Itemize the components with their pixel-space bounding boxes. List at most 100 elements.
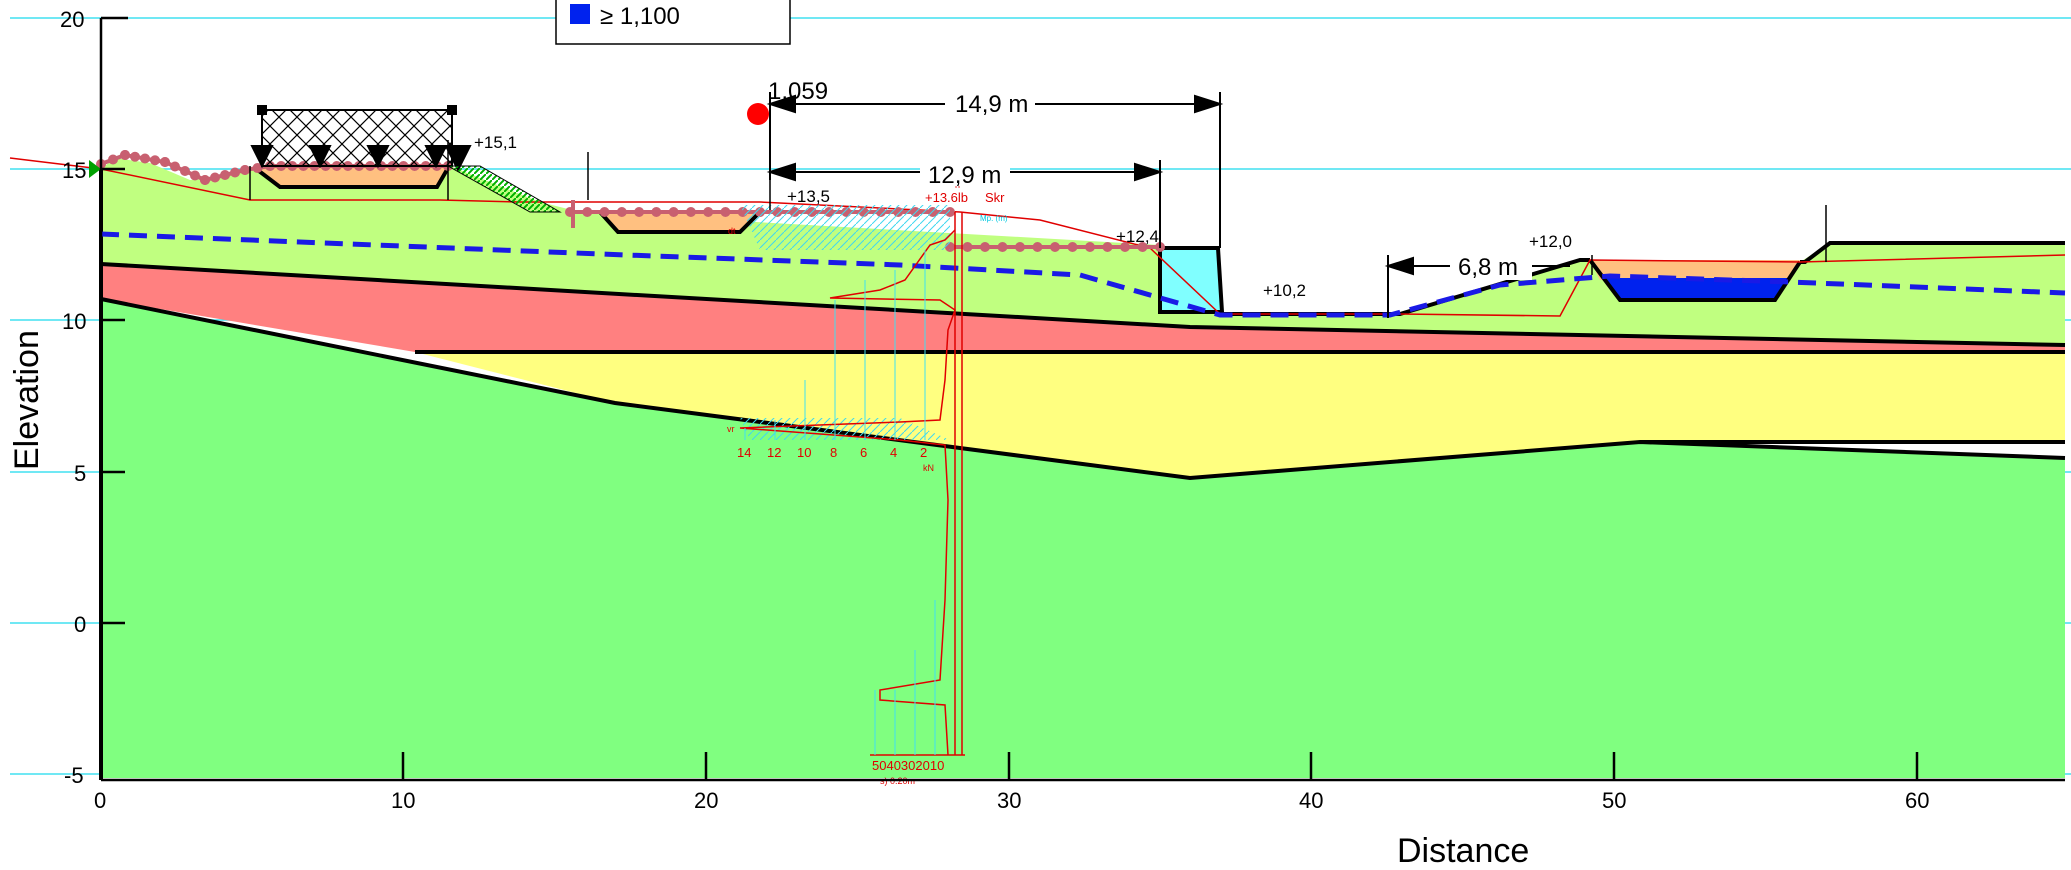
soil-region-fill-orange — [255, 166, 448, 187]
x-tick-20: 20 — [694, 788, 718, 813]
cpt-grid-lines — [744, 250, 936, 755]
cpt-mid-label: dt — [728, 226, 736, 236]
cpt-left-label: vr — [727, 424, 735, 434]
slip-bead — [240, 165, 250, 175]
axes — [99, 16, 2065, 782]
slip-bead — [180, 166, 190, 176]
slip-bead — [1137, 242, 1148, 252]
slip-bead — [190, 170, 200, 181]
cpt-scale-12: 12 — [767, 445, 781, 460]
slip-centre-point — [747, 103, 769, 125]
x-tick-labels: 0 10 20 30 40 50 60 — [94, 788, 1929, 813]
surcharge-load-arrows — [250, 105, 472, 173]
elev-10-2: +10,2 — [1263, 281, 1306, 300]
x-tick-10: 10 — [391, 788, 415, 813]
y-tick-10: 10 — [62, 309, 86, 334]
legend: ≥ 1,100 — [555, 0, 791, 45]
elev-12-0: +12,0 — [1529, 232, 1572, 251]
slip-bead — [140, 153, 150, 164]
dim-6-8: 6,8 m — [1458, 254, 1518, 281]
x-tick-40: 40 — [1299, 788, 1323, 813]
cpt-zone-hatch — [740, 205, 950, 250]
slip-bead — [200, 175, 210, 185]
slip-bead — [170, 161, 180, 172]
x-tick-60: 60 — [1905, 788, 1929, 813]
x-tick-50: 50 — [1602, 788, 1626, 813]
cpt-head-label: +13.6lb — [925, 190, 968, 205]
y-tick-20: 20 — [60, 7, 84, 32]
y-tick-m5: -5 — [64, 763, 84, 788]
y-tick-labels: 20 15 10 5 0 -5 — [60, 7, 86, 788]
legend-label: ≥ 1,100 — [600, 3, 680, 30]
slip-bead — [651, 207, 662, 217]
cpt-scale-8: 8 — [830, 445, 837, 460]
soil-region-deep-green — [101, 299, 2065, 778]
dimension-labels: 14,9 m 12,9 m 6,8 m — [920, 90, 1532, 281]
x-tick-0: 0 — [94, 788, 106, 813]
slip-bead — [1050, 242, 1060, 252]
slip-bead — [720, 207, 731, 217]
cpt-unit: kN — [923, 463, 934, 473]
slip-bead — [120, 150, 130, 160]
cpt-profile — [739, 212, 965, 756]
slip-bead — [1032, 242, 1043, 252]
slip-bead — [210, 172, 220, 183]
dim-14-9: 14,9 m — [955, 91, 1028, 118]
water-ditch-right — [1605, 278, 1790, 300]
slip-bead — [1015, 242, 1025, 252]
slip-bead — [1085, 242, 1095, 252]
y-tick-5: 5 — [74, 461, 86, 486]
soil-region-light-green — [101, 158, 2065, 345]
legend-swatch — [570, 4, 590, 24]
surcharge-load — [261, 109, 453, 167]
slip-entry-marker — [89, 160, 101, 178]
elev-15-1: +15,1 — [474, 133, 517, 152]
slip-bead — [252, 163, 263, 173]
cpt-zone-hatch-2 — [740, 418, 950, 440]
soil-region-fill-orange-2 — [600, 212, 760, 232]
elev-13-5: +13,5 — [787, 187, 830, 206]
slip-bead — [668, 207, 679, 217]
slip-bead — [703, 207, 714, 217]
reinforced-slope — [446, 165, 562, 213]
cpt-skr-label: Skr — [985, 190, 1005, 205]
slip-bead — [130, 151, 140, 162]
elevation-annotations: +15,1 +13,5 +12,4 +10,2 +12,0 — [474, 133, 1572, 300]
slip-bead — [634, 207, 645, 217]
y-tick-15: 15 — [62, 158, 86, 183]
cpt-scale-14: 14 — [737, 445, 751, 460]
cpt-scale-2: 2 — [920, 445, 927, 460]
soil-region-yellow — [415, 352, 2065, 478]
slip-bead — [616, 207, 627, 217]
slip-bead — [1120, 242, 1130, 252]
cpt-side-label: Mp. (m) — [980, 214, 1008, 223]
cpt-scale-10: 10 — [797, 445, 811, 460]
slip-bead — [1102, 242, 1113, 252]
x-tick-30: 30 — [997, 788, 1021, 813]
x-axis-title: Distance — [1397, 832, 1529, 870]
y-axis-title: Elevation — [8, 330, 46, 470]
slip-bead — [160, 157, 170, 167]
slip-bead — [962, 242, 973, 252]
slip-bead — [980, 242, 990, 252]
slip-bead — [582, 207, 593, 217]
dim-12-9: 12,9 m — [928, 162, 1001, 189]
slip-bead — [685, 207, 696, 217]
slip-bead — [220, 170, 230, 180]
slip-bead — [599, 207, 610, 217]
cpt-scale-4: 4 — [890, 445, 897, 460]
slip-bead — [997, 242, 1008, 252]
elev-12-4: +12,4 — [1116, 227, 1159, 246]
factor-of-safety-label: 1,059 — [768, 78, 828, 105]
cpt-scale-6: 6 — [860, 445, 867, 460]
slip-bead — [108, 154, 118, 165]
slip-bead — [150, 155, 160, 166]
soil-region-red — [101, 264, 2065, 352]
phreatic-line — [100, 231, 2066, 318]
y-tick-0: 0 — [74, 612, 86, 637]
water-box-cyan — [1162, 248, 1222, 312]
slip-bead — [1067, 242, 1078, 252]
ground-surface-line — [9, 157, 2066, 317]
slip-bead — [230, 167, 240, 178]
